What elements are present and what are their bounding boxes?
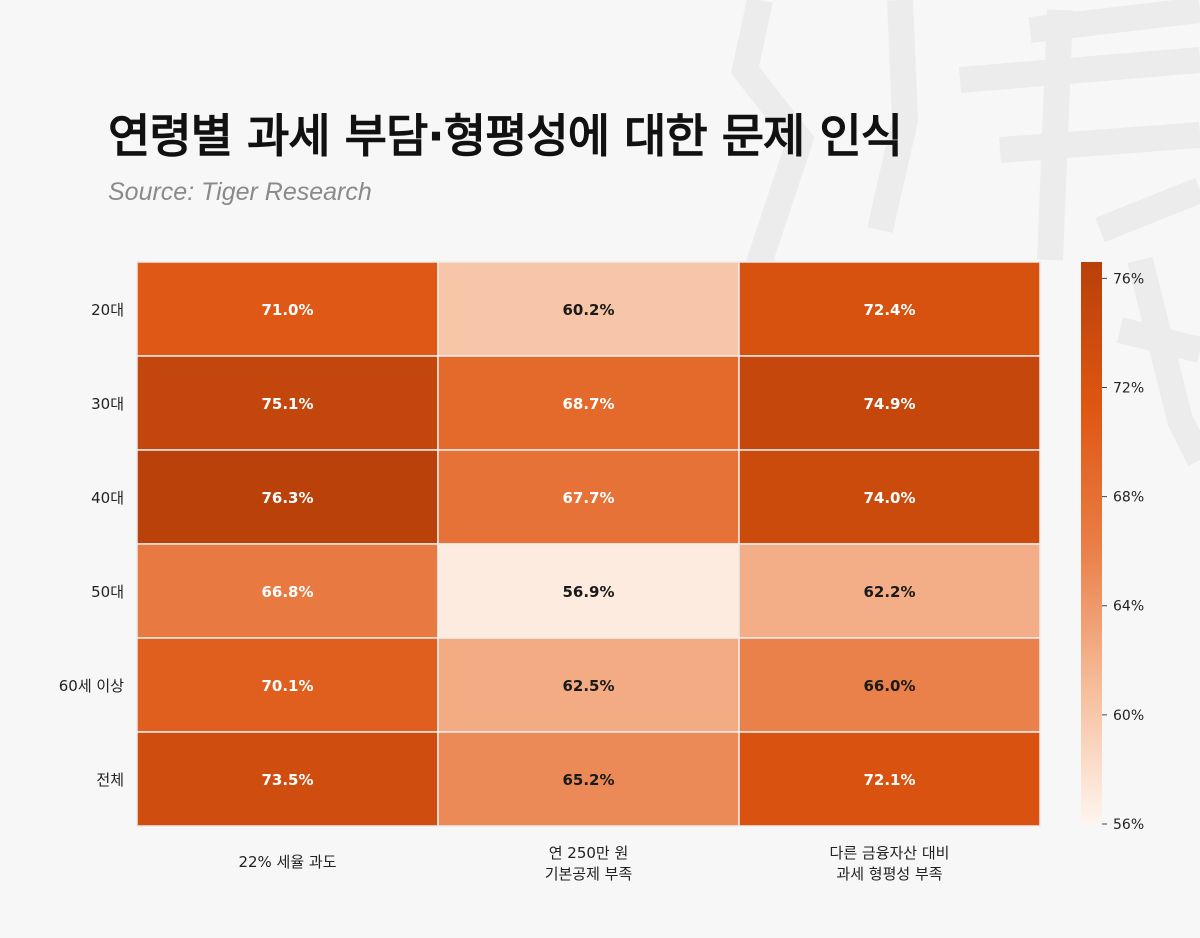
cell-value-label: 74.9%: [863, 395, 915, 413]
colorbar-tick-label: 56%: [1113, 817, 1144, 833]
cell-value-label: 71.0%: [261, 301, 313, 319]
column-label: 다른 금융자산 대비: [830, 844, 950, 862]
colorbar-tick-label: 64%: [1113, 599, 1144, 615]
heatmap-cell: [738, 355, 1041, 451]
colorbar-tick-label: 72%: [1113, 380, 1144, 396]
colorbar-tick-label: 76%: [1113, 271, 1144, 287]
column-label: 연 250만 원: [549, 844, 629, 862]
row-label: 30대: [91, 395, 124, 413]
cell-value-label: 72.1%: [863, 771, 915, 789]
cell-value-label: 74.0%: [863, 489, 915, 507]
heatmap-cell: [738, 449, 1041, 545]
heatmap-cell: [136, 261, 439, 357]
chart-source: Source: Tiger Research: [108, 178, 372, 206]
heatmap-cell: [136, 355, 439, 451]
row-label: 전체: [96, 771, 124, 789]
row-label: 40대: [91, 489, 124, 507]
cell-value-label: 76.3%: [261, 489, 313, 507]
row-label: 60세 이상: [59, 677, 124, 695]
column-label: 22% 세율 과도: [238, 853, 336, 871]
cell-value-label: 70.1%: [261, 677, 313, 695]
cell-value-label: 66.8%: [261, 583, 313, 601]
heatmap-cell: [437, 637, 740, 733]
cell-value-label: 66.0%: [863, 677, 915, 695]
colorbar-tick-label: 60%: [1113, 708, 1144, 724]
heatmap-cell: [738, 261, 1041, 357]
heatmap-cell: [437, 449, 740, 545]
chart-title: 연령별 과세 부담·형평성에 대한 문제 인식: [108, 109, 903, 163]
column-label: 과세 형평성 부족: [836, 865, 942, 883]
heatmap-cell: [136, 543, 439, 639]
cell-value-label: 67.7%: [562, 489, 614, 507]
heatmap-cell: [136, 637, 439, 733]
cell-value-label: 65.2%: [562, 771, 614, 789]
heatmap-cell: [738, 731, 1041, 827]
colorbar-gradient: [1081, 262, 1102, 824]
cell-value-label: 73.5%: [261, 771, 313, 789]
heatmap-cell: [136, 449, 439, 545]
colorbar-tick-label: 68%: [1113, 490, 1144, 506]
cell-value-label: 62.2%: [863, 583, 915, 601]
cell-value-label: 72.4%: [863, 301, 915, 319]
column-label: 기본공제 부족: [545, 865, 633, 883]
heatmap-cell: [437, 731, 740, 827]
row-label: 50대: [91, 583, 124, 601]
heatmap-cell: [738, 637, 1041, 733]
cell-value-label: 75.1%: [261, 395, 313, 413]
heatmap-cell: [437, 543, 740, 639]
heatmap-cell: [738, 543, 1041, 639]
cell-value-label: 60.2%: [562, 301, 614, 319]
cell-value-label: 56.9%: [562, 583, 614, 601]
row-label: 20대: [91, 301, 124, 319]
cell-value-label: 62.5%: [562, 677, 614, 695]
cell-value-label: 68.7%: [562, 395, 614, 413]
